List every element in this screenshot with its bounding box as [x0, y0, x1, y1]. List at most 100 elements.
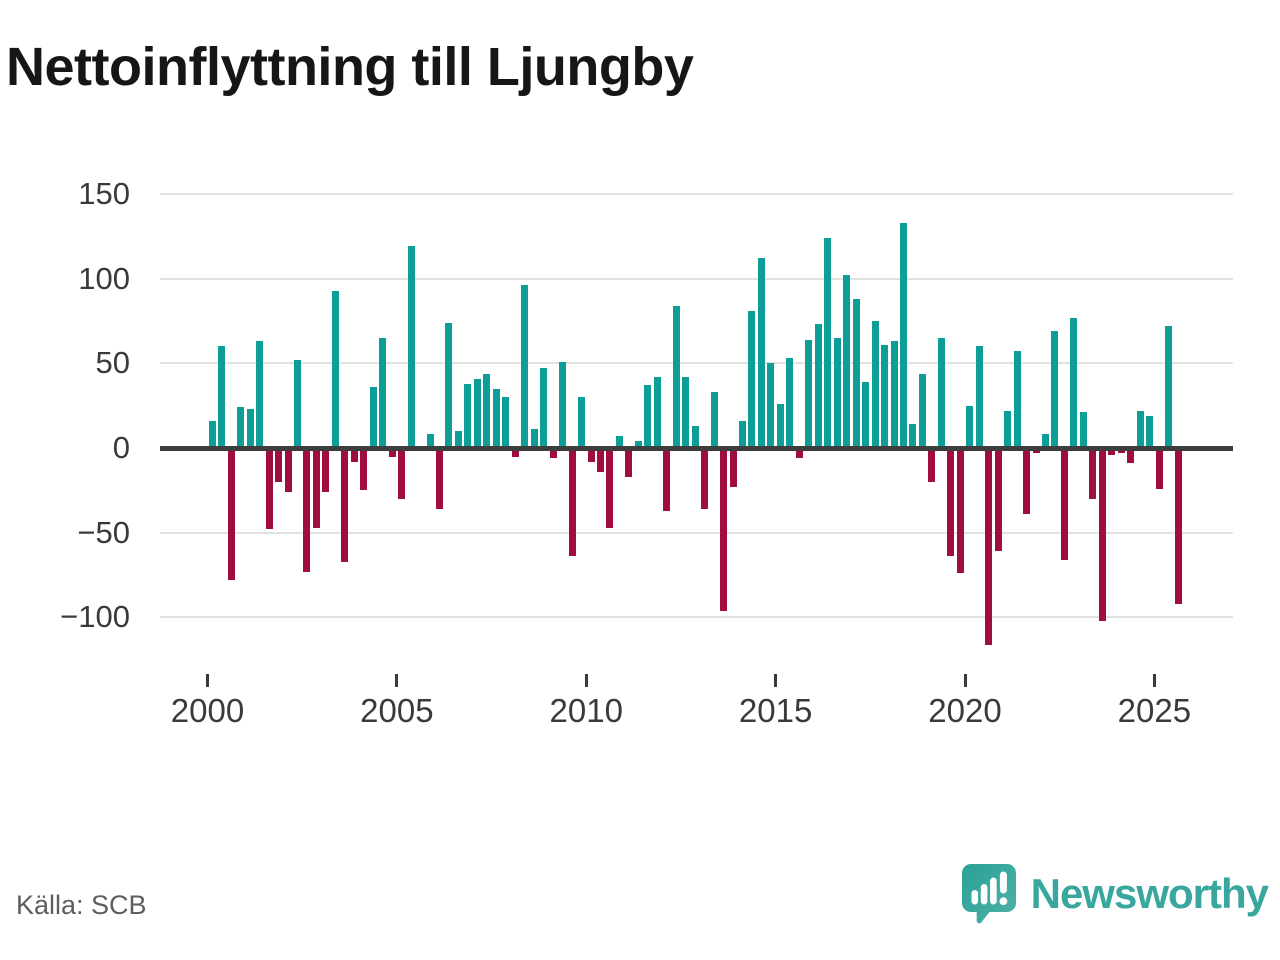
bar-2020Q2: [975, 346, 983, 448]
bar-2025Q1: [1155, 448, 1163, 489]
bar-2018Q3: [909, 424, 917, 448]
bar-2016Q4: [843, 275, 851, 448]
bar-2006Q1: [436, 448, 443, 509]
bar-2017Q1: [852, 298, 860, 448]
bar-2022Q3: [1060, 448, 1068, 560]
brand-name: Newsworthy: [1030, 870, 1269, 917]
bar-2002Q3: [303, 448, 311, 572]
bar-2008Q1: [511, 448, 519, 457]
bar-2012Q3: [682, 376, 690, 448]
bar-2005Q4: [426, 434, 434, 448]
bar-2004Q3: [379, 337, 387, 448]
bar-2009Q2: [559, 361, 567, 448]
bar-2014Q1: [739, 420, 746, 448]
bar-2020Q4: [994, 448, 1002, 552]
y-gridline: [160, 277, 1233, 280]
bar-2016Q3: [833, 337, 841, 448]
bar-2010Q1: [587, 448, 595, 462]
y-axis-tick-label: 0: [112, 430, 130, 465]
bar-2001Q4: [275, 448, 282, 482]
bar-2013Q1: [701, 448, 709, 509]
bar-2022Q2: [1051, 331, 1059, 448]
x-axis-tick-mark: [395, 674, 399, 687]
bar-2001Q2: [256, 341, 263, 448]
bar-2015Q1: [776, 404, 784, 448]
bar-2010Q2: [596, 448, 604, 472]
bar-2017Q3: [871, 320, 879, 448]
y-axis-tick-label: −50: [77, 514, 130, 550]
bar-2021Q4: [1032, 448, 1040, 454]
y-axis-tick-label: −100: [60, 599, 130, 635]
bar-2011Q4: [653, 376, 661, 448]
bar-2000Q1: [208, 420, 216, 448]
bar-2021Q1: [1004, 410, 1012, 448]
bar-2003Q2: [331, 290, 339, 448]
bar-2003Q3: [341, 448, 349, 562]
bar-2007Q2: [483, 373, 491, 448]
bar-2018Q2: [899, 222, 907, 448]
bar-2023Q2: [1089, 448, 1097, 499]
bar-2016Q2: [824, 237, 832, 448]
bar-2019Q3: [947, 448, 955, 557]
bar-2012Q2: [672, 305, 680, 448]
bar-2021Q2: [1013, 351, 1021, 448]
bar-2017Q2: [862, 381, 870, 448]
bar-2023Q4: [1108, 448, 1116, 455]
bar-2024Q3: [1136, 410, 1144, 448]
bar-2002Q2: [293, 359, 301, 448]
chart-title: Nettoinflyttning till Ljungby: [6, 37, 694, 97]
newsworthy-speech-bubble-chart-icon: [961, 863, 1017, 925]
x-axis-tick-mark: [1152, 674, 1156, 687]
y-gridline: [160, 616, 1233, 619]
x-axis-tick-mark: [206, 674, 209, 687]
bar-2014Q3: [757, 258, 765, 448]
bar-2007Q1: [473, 378, 481, 448]
bar-2010Q3: [606, 448, 614, 528]
y-gridline: [160, 362, 1233, 365]
bar-2025Q2: [1165, 326, 1173, 448]
x-axis-tick-label: 2025: [1117, 692, 1192, 729]
y-axis-tick-label: 100: [78, 260, 130, 296]
bar-2006Q2: [445, 322, 453, 448]
bar-2004Q1: [360, 448, 368, 491]
bar-2021Q3: [1023, 448, 1030, 515]
bar-2002Q4: [312, 448, 320, 528]
bar-2024Q4: [1146, 415, 1154, 448]
bar-2010Q4: [615, 436, 623, 448]
x-axis-tick-mark: [584, 674, 588, 687]
bar-2005Q1: [398, 448, 406, 499]
zero-baseline: [160, 445, 1233, 451]
bar-2001Q1: [246, 409, 254, 448]
bar-2024Q1: [1117, 448, 1125, 454]
bar-2015Q3: [795, 448, 803, 459]
bar-2006Q4: [464, 383, 472, 448]
bar-2007Q4: [502, 397, 510, 448]
bar-2011Q1: [625, 448, 633, 477]
bar-2009Q4: [578, 397, 585, 448]
x-axis-tick-label: 2000: [170, 692, 245, 729]
bar-2018Q1: [890, 341, 898, 448]
bar-2020Q1: [966, 405, 974, 448]
bar-2022Q4: [1070, 317, 1078, 448]
bar-2024Q2: [1127, 448, 1135, 464]
bar-2012Q1: [663, 448, 671, 511]
bar-2009Q3: [568, 448, 576, 557]
y-axis-tick-label: 50: [95, 345, 130, 381]
bar-2019Q4: [956, 448, 964, 574]
x-axis-tick-label: 2020: [928, 692, 1002, 729]
bar-2019Q2: [937, 337, 945, 448]
bar-2023Q3: [1098, 448, 1106, 621]
bar-2017Q4: [881, 344, 888, 448]
bar-2012Q4: [691, 426, 699, 448]
bar-2016Q1: [814, 324, 822, 448]
bar-2011Q2: [634, 441, 642, 448]
bar-2002Q1: [284, 448, 292, 492]
bar-2023Q1: [1079, 412, 1087, 448]
bar-2000Q3: [227, 448, 235, 581]
x-axis-tick-label: 2015: [738, 692, 813, 729]
bar-2004Q2: [369, 387, 377, 448]
bar-2008Q4: [540, 368, 548, 448]
bar-2020Q3: [985, 448, 993, 645]
bar-2015Q4: [805, 339, 813, 448]
